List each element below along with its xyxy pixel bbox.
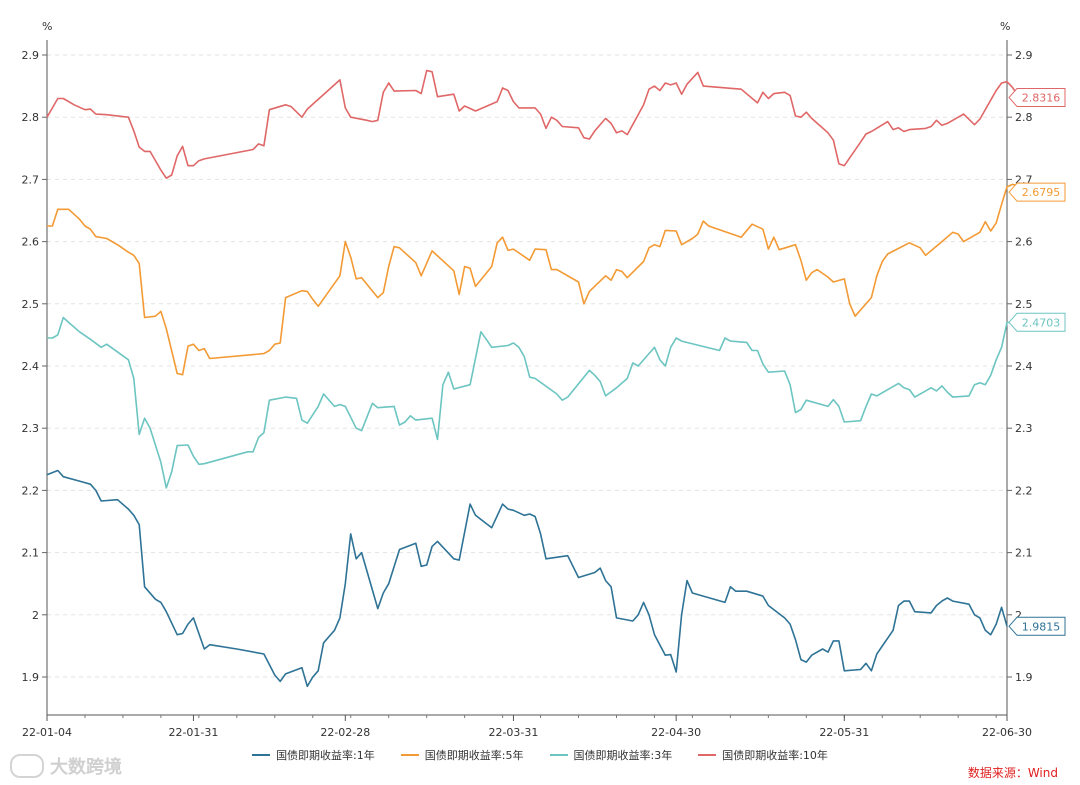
legend-swatch — [549, 754, 568, 756]
x-tick-label: 22-01-31 — [168, 726, 218, 739]
legend-item-3y[interactable]: 国债即期收益率:3年 — [549, 747, 673, 763]
series-line — [47, 183, 1024, 376]
watermark-text: 大数跨境 — [50, 757, 122, 778]
x-tick-label: 22-06-30 — [982, 726, 1032, 739]
y-unit-left: % — [42, 20, 52, 33]
y-axis-right: 1.922.12.22.32.42.52.62.72.82.9 — [1007, 49, 1033, 684]
legend-item-1y[interactable]: 国债即期收益率:1年 — [252, 747, 375, 763]
watermark: 大数跨境 — [10, 753, 122, 779]
end-label-box — [1008, 616, 1066, 636]
legend-label: 国债即期收益率:1年 — [276, 749, 375, 762]
y-tick-label: 2 — [32, 609, 39, 622]
y-tick-label: 1.9 — [1015, 671, 1033, 684]
series-line — [46, 469, 1008, 688]
x-tick-label: 22-01-04 — [22, 726, 72, 739]
x-axis: 22-01-04 22-01-31 22-02-28 22-03-31 22-04-30… — [22, 715, 1032, 739]
legend-label: 国债即期收益率:5年 — [424, 749, 524, 762]
end-label: 1.9815 — [1008, 616, 1066, 636]
yield-line-chart: 1.9 2 2.1 2.2 2.3 2.4 2.5 2.6 2.7 2.8 2.9 1.9 2 2.1 2… — [22, 20, 1066, 739]
y-tick-label: 2.3 — [1015, 422, 1033, 435]
end-label-box — [1008, 88, 1066, 108]
legend-swatch — [698, 754, 717, 756]
y-tick-label: 2.5 — [1015, 298, 1033, 311]
end-label: 2.4703 — [1008, 312, 1066, 332]
x-tick-label: 22-02-28 — [320, 726, 370, 739]
y-tick-label: 1.9 — [22, 671, 40, 684]
end-label-value: 2.8316 — [1022, 92, 1061, 105]
legend-swatch — [252, 754, 271, 756]
y-tick-label: 2.4 — [22, 360, 40, 373]
chart-axes — [46, 40, 1008, 716]
end-label-value: 2.4703 — [1022, 316, 1061, 329]
y-tick-label: 2.1 — [1015, 547, 1033, 560]
y-tick-label: 2.9 — [22, 49, 40, 62]
y-axis-left: 1.9 2 2.1 2.2 2.3 2.4 2.5 2.6 2.7 2.8 2.9 — [22, 49, 47, 684]
y-tick-label: 2.6 — [1015, 236, 1033, 249]
end-label: 2.6795 — [1008, 182, 1066, 202]
legend-item-5y[interactable]: 国债即期收益率:5年 — [400, 747, 524, 763]
y-tick-label: 2.9 — [1015, 49, 1033, 62]
end-labels: 1.9815 2.6795 2.4703 2.8316 — [1008, 88, 1066, 636]
end-label: 2.8316 — [1008, 88, 1066, 108]
end-label-box — [1008, 312, 1066, 332]
y-tick-label: 2.6 — [22, 236, 40, 249]
x-tick-label: 22-03-31 — [488, 726, 538, 739]
end-label-value: 2.6795 — [1022, 186, 1061, 199]
y-tick-label: 2.3 — [22, 422, 40, 435]
end-label-box — [1008, 182, 1066, 202]
legend-swatch — [400, 754, 419, 756]
y-tick-label: 2.7 — [22, 173, 40, 186]
series-lines — [46, 69, 1024, 688]
series-line — [47, 316, 1024, 489]
y-tick-label: 2.4 — [1015, 360, 1033, 373]
legend-item-10y[interactable]: 国债即期收益率:10年 — [698, 747, 828, 763]
y-tick-label: 2 — [1015, 609, 1022, 622]
legend-label: 国债即期收益率:3年 — [573, 749, 673, 762]
watermark-logo-icon — [10, 754, 44, 778]
y-tick-label: 2.5 — [22, 298, 40, 311]
legend-label: 国债即期收益率:10年 — [722, 749, 828, 762]
y-tick-label: 2.2 — [22, 484, 40, 497]
x-tick-label: 22-04-30 — [651, 726, 701, 739]
y-tick-label: 2.2 — [1015, 484, 1033, 497]
x-tick-label: 22-05-31 — [819, 726, 869, 739]
end-label-value: 1.9815 — [1022, 620, 1061, 633]
y-unit-right: % — [1000, 20, 1010, 33]
y-tick-label: 2.8 — [22, 111, 40, 124]
y-tick-label: 2.8 — [1015, 111, 1033, 124]
series-line — [46, 69, 1024, 179]
y-tick-label: 2.1 — [22, 547, 40, 560]
chart-legend: 国债即期收益率:1年 国债即期收益率:5年 国债即期收益率:3年 国债即期收益率… — [0, 747, 1080, 763]
data-source: 数据来源：Wind — [967, 766, 1058, 780]
